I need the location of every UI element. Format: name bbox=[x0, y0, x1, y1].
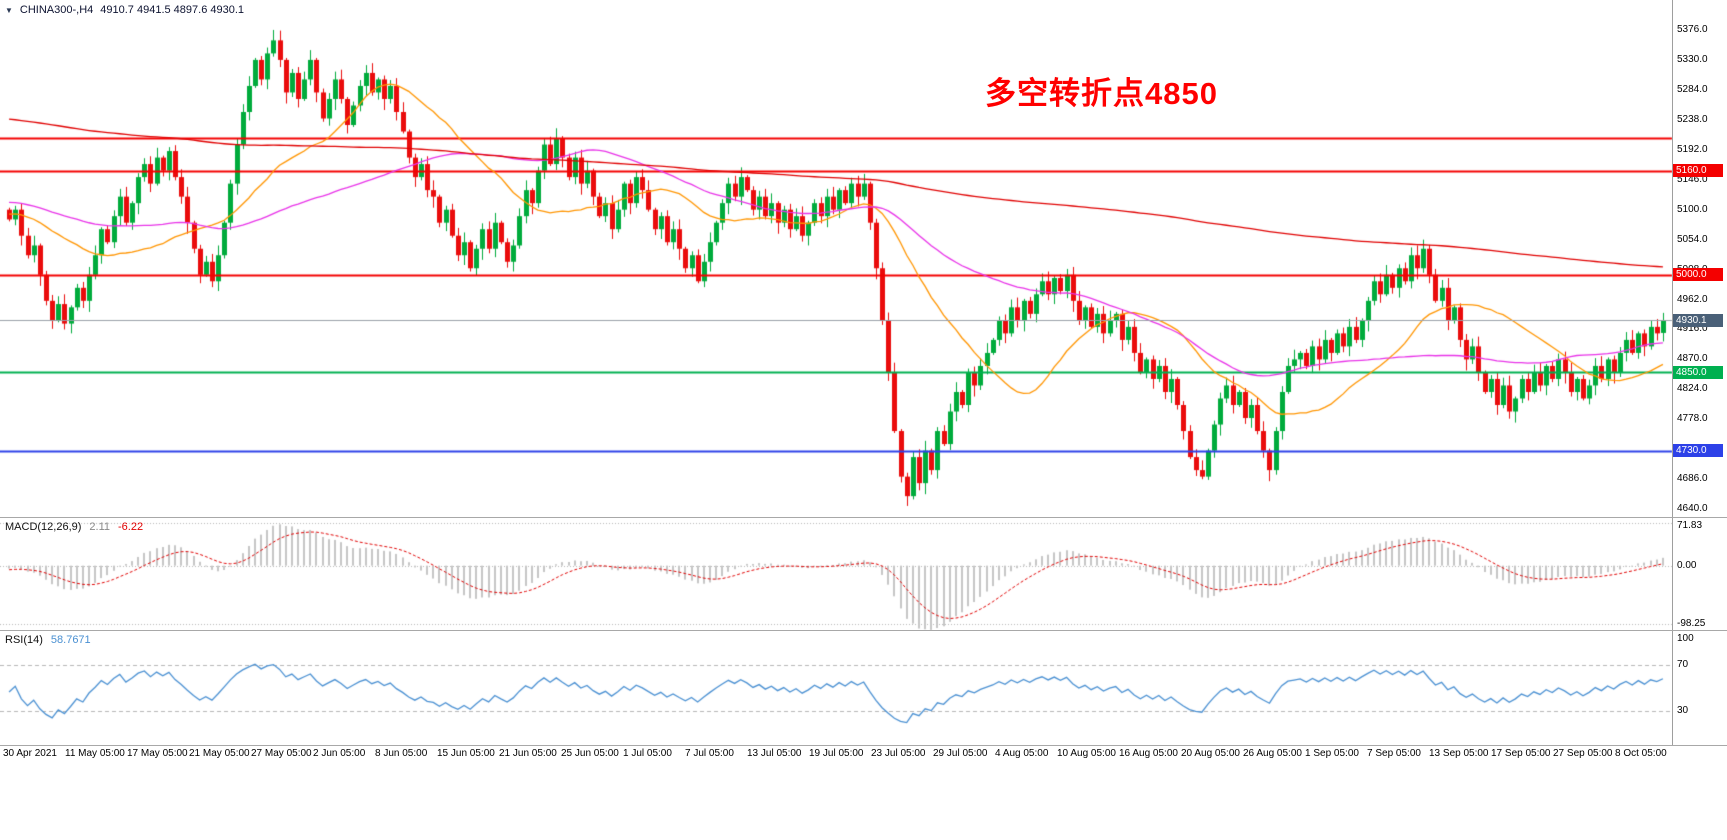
price-axis-separator bbox=[1672, 0, 1673, 745]
price-axis-label: 5284.0 bbox=[1677, 83, 1708, 95]
time-axis-label: 1 Jul 05:00 bbox=[623, 748, 672, 759]
price-axis-label: 5146.0 bbox=[1677, 173, 1708, 185]
time-axis-label: 17 Sep 05:00 bbox=[1491, 748, 1551, 759]
rsi-axis-label: 100 bbox=[1677, 633, 1694, 644]
price-axis-label: 4870.0 bbox=[1677, 353, 1708, 365]
macd-name: MACD(12,26,9) bbox=[5, 521, 82, 533]
current-price-badge: 4930.1 bbox=[1673, 313, 1723, 327]
time-axis-label: 27 May 05:00 bbox=[251, 748, 312, 759]
time-axis-label: 21 Jun 05:00 bbox=[499, 748, 557, 759]
time-axis-label: 11 May 05:00 bbox=[65, 748, 125, 759]
symbol-dropdown-icon[interactable]: ▼ bbox=[5, 5, 13, 15]
time-axis-label: 17 May 05:00 bbox=[127, 748, 188, 759]
macd-main-value: 2.11 bbox=[89, 521, 111, 533]
pane-divider-macd[interactable] bbox=[0, 517, 1727, 518]
symbol-period-label: CHINA300-,H4 bbox=[19, 4, 94, 16]
time-axis-label: 8 Oct 05:00 bbox=[1615, 748, 1667, 759]
time-axis-label: 8 Jun 05:00 bbox=[375, 748, 428, 759]
price-axis-label: 4640.0 bbox=[1677, 503, 1708, 515]
time-axis-label: 20 Aug 05:00 bbox=[1181, 748, 1240, 759]
rsi-axis-label: 30 bbox=[1677, 704, 1689, 716]
price-axis-label: 4686.0 bbox=[1677, 473, 1708, 485]
time-axis-label: 30 Apr 2021 bbox=[3, 748, 57, 759]
price-axis-label: 5192.0 bbox=[1677, 143, 1708, 155]
time-axis-label: 19 Jul 05:00 bbox=[809, 748, 864, 759]
ohlc-values: 4910.7 4941.5 4897.6 4930.1 bbox=[100, 4, 245, 16]
time-axis-label: 29 Jul 05:00 bbox=[933, 748, 988, 759]
macd-axis-label: 71.83 bbox=[1677, 520, 1703, 531]
time-axis-label: 13 Sep 05:00 bbox=[1429, 748, 1489, 759]
price-chart-canvas[interactable] bbox=[0, 0, 1727, 745]
hline-price-badge: 5000.0 bbox=[1673, 268, 1723, 282]
macd-axis-label: -98.25 bbox=[1677, 618, 1706, 630]
time-axis-label: 2 Jun 05:00 bbox=[313, 748, 366, 759]
price-axis-label: 5330.0 bbox=[1677, 53, 1708, 65]
hline-price-badge: 4850.0 bbox=[1673, 365, 1723, 379]
time-axis-label: 21 May 05:00 bbox=[189, 748, 250, 759]
price-axis-label: 4916.0 bbox=[1677, 323, 1708, 335]
rsi-label: RSI(14) 58.7671 bbox=[5, 634, 91, 646]
price-axis-label: 4778.0 bbox=[1677, 413, 1708, 425]
chart-annotation: 多空转折点4850 bbox=[985, 76, 1218, 111]
time-axis-label: 15 Jun 05:00 bbox=[437, 748, 495, 759]
rsi-axis-label: 70 bbox=[1677, 659, 1689, 671]
price-axis-label: 5376.0 bbox=[1677, 23, 1708, 35]
hline-price-badge: 5160.0 bbox=[1673, 164, 1723, 178]
time-axis-label: 7 Sep 05:00 bbox=[1367, 748, 1421, 759]
price-axis-label: 5100.0 bbox=[1677, 203, 1708, 215]
hline-price-badge: 4730.0 bbox=[1673, 444, 1723, 458]
time-axis-label: 10 Aug 05:00 bbox=[1057, 748, 1116, 759]
time-axis-label: 27 Sep 05:00 bbox=[1553, 748, 1613, 759]
time-axis-label: 7 Jul 05:00 bbox=[685, 748, 734, 759]
time-axis-divider bbox=[0, 745, 1727, 746]
time-axis-label: 13 Jul 05:00 bbox=[747, 748, 802, 759]
time-axis-label: 16 Aug 05:00 bbox=[1119, 748, 1178, 759]
macd-signal-value: -6.22 bbox=[118, 521, 144, 533]
price-axis-label: 5054.0 bbox=[1677, 233, 1708, 245]
macd-axis-label: 0.00 bbox=[1677, 559, 1697, 571]
rsi-name: RSI(14) bbox=[5, 634, 43, 646]
time-axis-label: 4 Aug 05:00 bbox=[995, 748, 1049, 759]
price-axis-label: 4824.0 bbox=[1677, 383, 1708, 395]
time-axis-label: 1 Sep 05:00 bbox=[1305, 748, 1359, 759]
pane-divider-rsi[interactable] bbox=[0, 630, 1727, 631]
price-axis-label: 4962.0 bbox=[1677, 293, 1708, 305]
time-axis-label: 25 Jun 05:00 bbox=[561, 748, 619, 759]
rsi-value: 58.7671 bbox=[50, 634, 91, 646]
time-axis-label: 26 Aug 05:00 bbox=[1243, 748, 1302, 759]
macd-label: MACD(12,26,9) 2.11 -6.22 bbox=[5, 521, 143, 533]
time-axis-label: 23 Jul 05:00 bbox=[871, 748, 926, 759]
chart-header: ▼ CHINA300-,H4 4910.7 4941.5 4897.6 4930… bbox=[5, 4, 244, 16]
price-axis-label: 5238.0 bbox=[1677, 113, 1708, 125]
